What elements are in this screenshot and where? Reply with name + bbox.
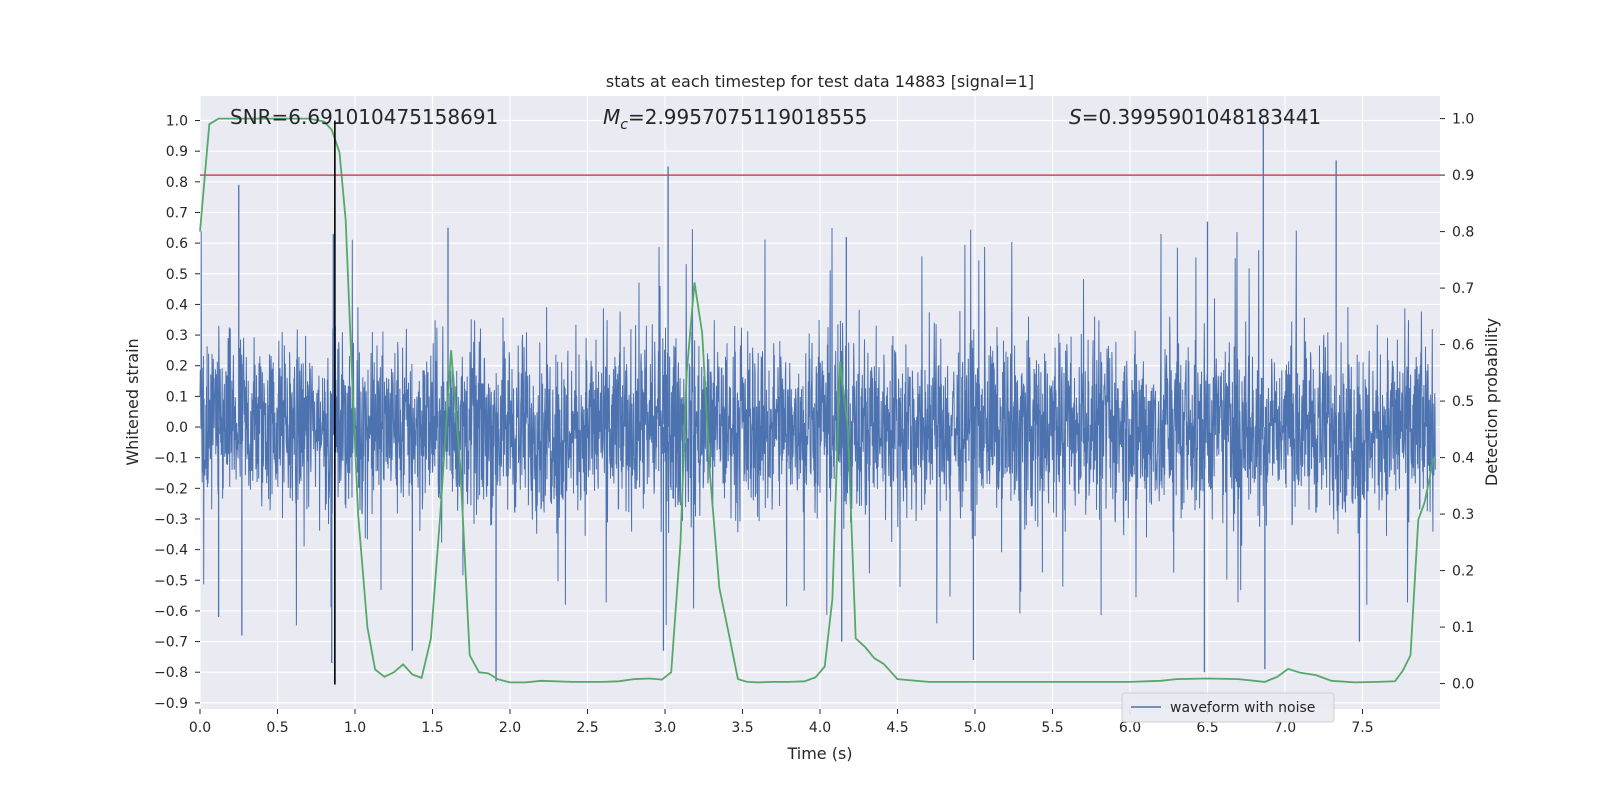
waveform-noise-line — [199, 227, 1436, 626]
y-left-tick-label: 1.0 — [166, 114, 188, 130]
y-right-tick-label: 0.1 — [1452, 620, 1474, 636]
legend-entry-waveform: waveform with noise — [1170, 700, 1315, 716]
y-left-axis-label: Whitened strain — [123, 338, 142, 465]
y-left-tick-label: −0.4 — [154, 543, 188, 559]
y-right-tick-label: 1.0 — [1452, 112, 1474, 128]
x-tick-label: 4.5 — [886, 720, 908, 736]
chirp-mass-symbol: M — [603, 105, 620, 129]
y-left-tick-label: 0.2 — [166, 359, 188, 375]
x-tick-label: 2.0 — [499, 720, 521, 736]
y-right-tick-label: 0.5 — [1452, 394, 1474, 410]
y-right-tick-label: 0.3 — [1452, 507, 1474, 523]
snr-annotation: SNR=6.691010475158691 — [230, 105, 498, 129]
y-left-tick-label: −0.3 — [154, 512, 188, 528]
y-left-tick-label: −0.8 — [154, 665, 188, 681]
x-tick-label: 1.0 — [344, 720, 366, 736]
probability-series — [199, 117, 1435, 684]
y-left-tick-label: 0.0 — [166, 420, 188, 436]
chirp-mass-annotation: Mc=2.9957075119018555 — [603, 105, 867, 133]
y-left-tick-label: 0.3 — [166, 328, 188, 344]
y-left-tick-label: 0.6 — [166, 236, 188, 252]
y-left-tick-label: −0.1 — [154, 451, 188, 467]
s-symbol: S — [1069, 105, 1082, 129]
waveform-series — [199, 120, 1436, 682]
y-left-tick-label: 0.8 — [166, 175, 188, 191]
s-annotation: S=0.3995901048183441 — [1069, 105, 1321, 129]
y-right-tick-label: 0.4 — [1452, 451, 1474, 467]
y-left-ticks: 1.0 0.9 0.8 0.7 0.6 0.5 0.4 0.3 0.2 0.1 0.0 −0.1 −0.… — [154, 114, 200, 712]
y-right-ticks: 1.0 0.9 0.8 0.7 0.6 0.5 0.4 0.3 0.2 0.1 0.0 — [1440, 112, 1474, 693]
x-tick-label: 4.0 — [809, 720, 831, 736]
y-left-tick-label: −0.2 — [154, 481, 188, 497]
x-tick-label: 7.5 — [1351, 720, 1373, 736]
y-left-tick-label: 0.5 — [166, 267, 188, 283]
legend: waveform with noise — [1121, 692, 1335, 723]
x-tick-label: 0.5 — [266, 720, 288, 736]
x-tick-label: 5.5 — [1041, 720, 1063, 736]
x-tick-label: 0.0 — [189, 720, 211, 736]
y-left-tick-label: 0.1 — [166, 389, 188, 405]
x-tick-label: 1.5 — [421, 720, 443, 736]
overlays — [200, 120, 1440, 685]
y-right-tick-label: 0.2 — [1452, 564, 1474, 580]
y-right-tick-label: 0.8 — [1452, 225, 1474, 241]
x-axis-label: Time (s) — [786, 744, 852, 763]
y-left-tick-label: 0.9 — [166, 144, 188, 160]
x-tick-label: 5.0 — [964, 720, 986, 736]
y-right-tick-label: 0.0 — [1452, 677, 1474, 693]
x-ticks: 0.0 0.5 1.0 1.5 2.0 2.5 3.0 3.5 4.0 4.5 5.0 5.5 6.0 6… — [189, 709, 1374, 736]
legend-box — [1121, 692, 1335, 723]
y-left-tick-label: −0.6 — [154, 604, 188, 620]
y-left-tick-label: 0.4 — [166, 297, 188, 313]
y-left-tick-label: 0.7 — [166, 205, 188, 221]
y-right-tick-label: 0.6 — [1452, 338, 1474, 354]
x-tick-label: 2.5 — [576, 720, 598, 736]
chirp-mass-value: =2.9957075119018555 — [628, 105, 867, 129]
y-right-axis-label: Detection probability — [1482, 318, 1501, 486]
x-tick-label: 3.0 — [654, 720, 676, 736]
y-left-tick-label: −0.9 — [154, 696, 188, 712]
y-left-tick-label: −0.5 — [154, 573, 188, 589]
s-value: =0.3995901048183441 — [1082, 105, 1321, 129]
x-tick-label: 6.0 — [1119, 720, 1141, 736]
y-right-tick-label: 0.7 — [1452, 281, 1474, 297]
detection-probability-line — [199, 117, 1435, 684]
x-tick-label: 6.5 — [1196, 720, 1218, 736]
chirp-mass-subscript: c — [620, 117, 628, 133]
y-left-tick-label: −0.7 — [154, 635, 188, 651]
chart-title: stats at each timestep for test data 148… — [606, 72, 1034, 91]
y-right-tick-label: 0.9 — [1452, 168, 1474, 184]
x-tick-label: 3.5 — [731, 720, 753, 736]
x-tick-label: 7.0 — [1274, 720, 1296, 736]
